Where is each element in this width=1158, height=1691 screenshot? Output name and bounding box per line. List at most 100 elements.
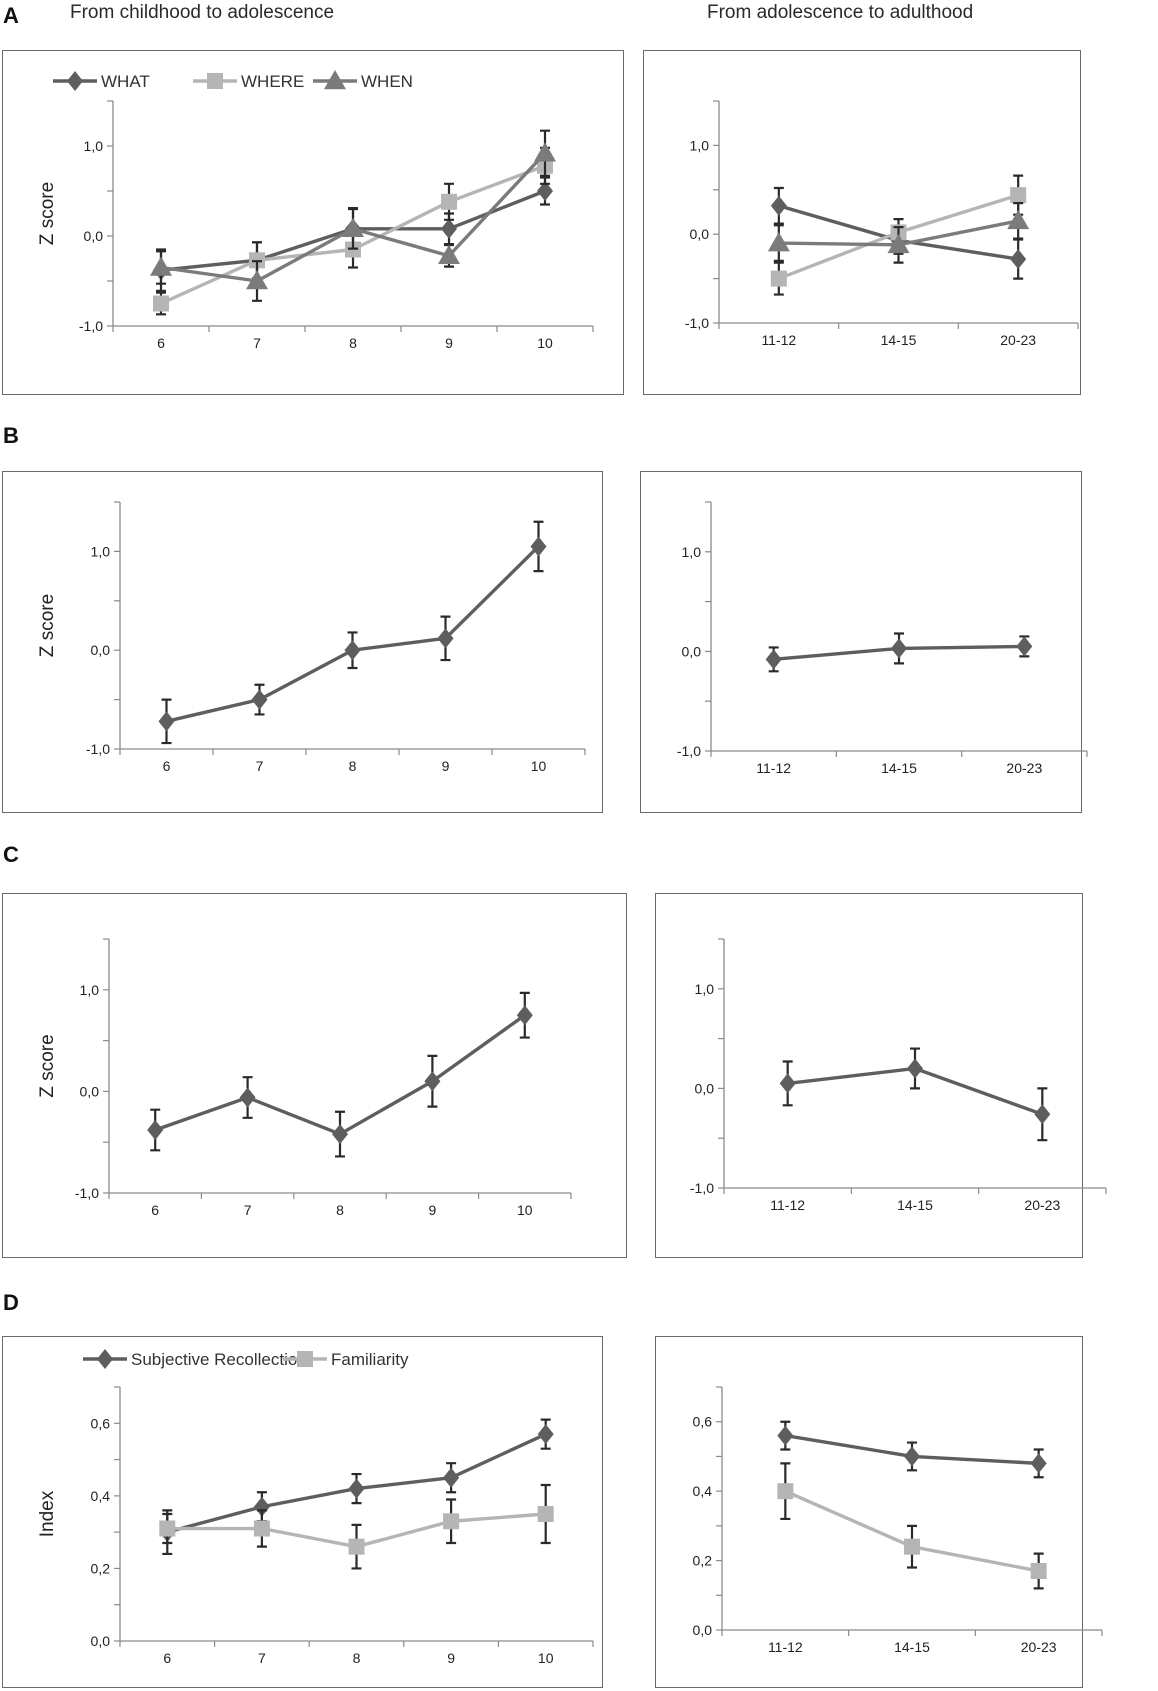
y-tick-label: 0,0: [690, 226, 710, 242]
data-point: [348, 1478, 365, 1499]
x-tick-label: 7: [244, 1202, 252, 1218]
x-tick-label: 8: [349, 335, 357, 351]
data-point: [770, 195, 787, 216]
data-point: [770, 270, 787, 287]
x-tick-label: 6: [163, 1650, 171, 1666]
y-tick-label: 0,0: [80, 1083, 100, 1099]
data-point: [516, 1005, 533, 1026]
x-tick-label: 10: [538, 1650, 554, 1666]
panel-b-right: -1,0 0,0 1,0 11-12 14-15 20-23: [640, 471, 1088, 813]
data-point: [537, 181, 553, 201]
legend: WHAT WHERE WHEN: [53, 70, 413, 91]
y-tick-label: -1,0: [86, 741, 110, 757]
y-tick-label: 0,0: [91, 642, 111, 658]
data-point: [534, 142, 556, 162]
data-point: [904, 1446, 920, 1467]
x-tick-label: 20-23: [1021, 1639, 1057, 1655]
d-left-chart: 0,0 0,2 0,4 0,6 6 7 8 9 10 Index Subjective Recoll…: [37, 1349, 594, 1666]
right-column-title: From adolescence to adulthood: [707, 2, 974, 23]
a-left-chart: -1,0 0,0 1,0 6 7 8 9 10 Z score WHAT WHERE WHEN: [37, 70, 594, 351]
left-column-title: From childhood to adolescence: [70, 2, 335, 23]
data-point: [1030, 1562, 1047, 1579]
data-point: [158, 711, 175, 732]
legend-marker-subjective-recollection: [97, 1349, 113, 1369]
data-point: [537, 1506, 554, 1522]
y-tick-label: -1,0: [690, 1180, 714, 1196]
data-point: [891, 638, 907, 659]
section-label-d: D: [3, 1290, 19, 1315]
b-left-chart: -1,0 0,0 1,0 6 7 8 9 10 Z score: [37, 501, 586, 774]
y-tick-label: 0,0: [84, 228, 104, 244]
panel-d-right: 0,0 0,2 0,4 0,6 11-12 14-15 20-23: [655, 1336, 1103, 1688]
x-tick-label: 14-15: [897, 1197, 933, 1213]
data-point: [253, 1496, 270, 1517]
a-right-chart: -1,0 0,0 1,0 11-12 14-15 20-23: [685, 100, 1079, 348]
panel-b-left: -1,0 0,0 1,0 6 7 8 9 10 Z score: [2, 471, 603, 813]
series-b: [158, 520, 547, 745]
x-tick-label: 7: [256, 758, 264, 774]
data-point: [239, 1087, 256, 1108]
legend-label: Subjective Recollection: [131, 1350, 307, 1369]
y-axis-label: Z score: [37, 594, 58, 657]
section-label-c: C: [3, 842, 19, 867]
y-tick-label: 1,0: [84, 138, 104, 154]
x-tick-label: 20-23: [1006, 760, 1042, 776]
x-tick-label: 6: [157, 335, 165, 351]
data-point: [779, 1073, 796, 1094]
panel-d-left: 0,0 0,2 0,4 0,6 6 7 8 9 10 Index Subjective Recoll…: [2, 1336, 603, 1688]
x-tick-label: 7: [253, 335, 261, 351]
data-point: [907, 1058, 923, 1079]
series-b: [765, 632, 1033, 673]
series-subjective-recollection: [777, 1420, 1047, 1479]
y-tick-label: 0,0: [682, 643, 702, 659]
x-tick-label: 7: [258, 1650, 266, 1666]
x-tick-label: 11-12: [756, 760, 791, 776]
data-point: [424, 1071, 441, 1092]
data-point: [443, 1513, 460, 1530]
y-axis-label: Index: [37, 1490, 58, 1537]
x-tick-label: 10: [537, 335, 553, 351]
data-point: [251, 689, 268, 710]
x-tick-label: 9: [442, 758, 450, 774]
data-point: [1034, 1104, 1051, 1125]
y-tick-label: -1,0: [677, 743, 701, 759]
y-tick-label: 0,2: [693, 1553, 713, 1569]
legend-marker-what: [67, 71, 83, 91]
data-point: [342, 217, 364, 238]
y-tick-label: 1,0: [80, 982, 100, 998]
y-tick-label: 0,2: [91, 1560, 111, 1576]
series-c: [147, 991, 533, 1158]
y-tick-label: -1,0: [79, 318, 103, 334]
x-tick-label: 8: [353, 1650, 361, 1666]
x-tick-label: 9: [445, 335, 453, 351]
series-when: [767, 202, 1030, 264]
data-point: [253, 1520, 270, 1537]
y-tick-label: 0,0: [695, 1080, 715, 1096]
data-point: [1016, 636, 1033, 657]
y-tick-label: 1,0: [682, 544, 702, 560]
x-tick-label: 8: [336, 1202, 344, 1218]
data-point: [246, 270, 268, 290]
x-tick-label: 14-15: [881, 332, 917, 348]
x-tick-label: 6: [151, 1202, 159, 1218]
section-label-a: A: [3, 3, 19, 28]
c-left-chart: -1,0 0,0 1,0 6 7 8 9 10 Z score: [37, 938, 572, 1218]
data-point: [437, 628, 454, 649]
data-point: [1007, 209, 1030, 230]
data-point: [1010, 187, 1027, 204]
data-point: [777, 1425, 794, 1446]
legend-marker-familiarity: [297, 1351, 313, 1367]
legend-marker-when: [324, 70, 346, 90]
data-point: [153, 295, 169, 312]
y-tick-label: 0,6: [693, 1414, 713, 1430]
y-tick-label: 0,0: [693, 1622, 713, 1638]
data-point: [441, 218, 457, 239]
x-tick-label: 10: [517, 1202, 533, 1218]
b-right-chart: -1,0 0,0 1,0 11-12 14-15 20-23: [677, 501, 1088, 776]
x-tick-label: 20-23: [1000, 332, 1036, 348]
x-tick-label: 11-12: [770, 1197, 805, 1213]
data-point: [767, 232, 790, 252]
data-point: [1030, 1453, 1047, 1474]
x-tick-label: 14-15: [894, 1639, 930, 1655]
y-tick-label: 0,4: [693, 1483, 713, 1499]
